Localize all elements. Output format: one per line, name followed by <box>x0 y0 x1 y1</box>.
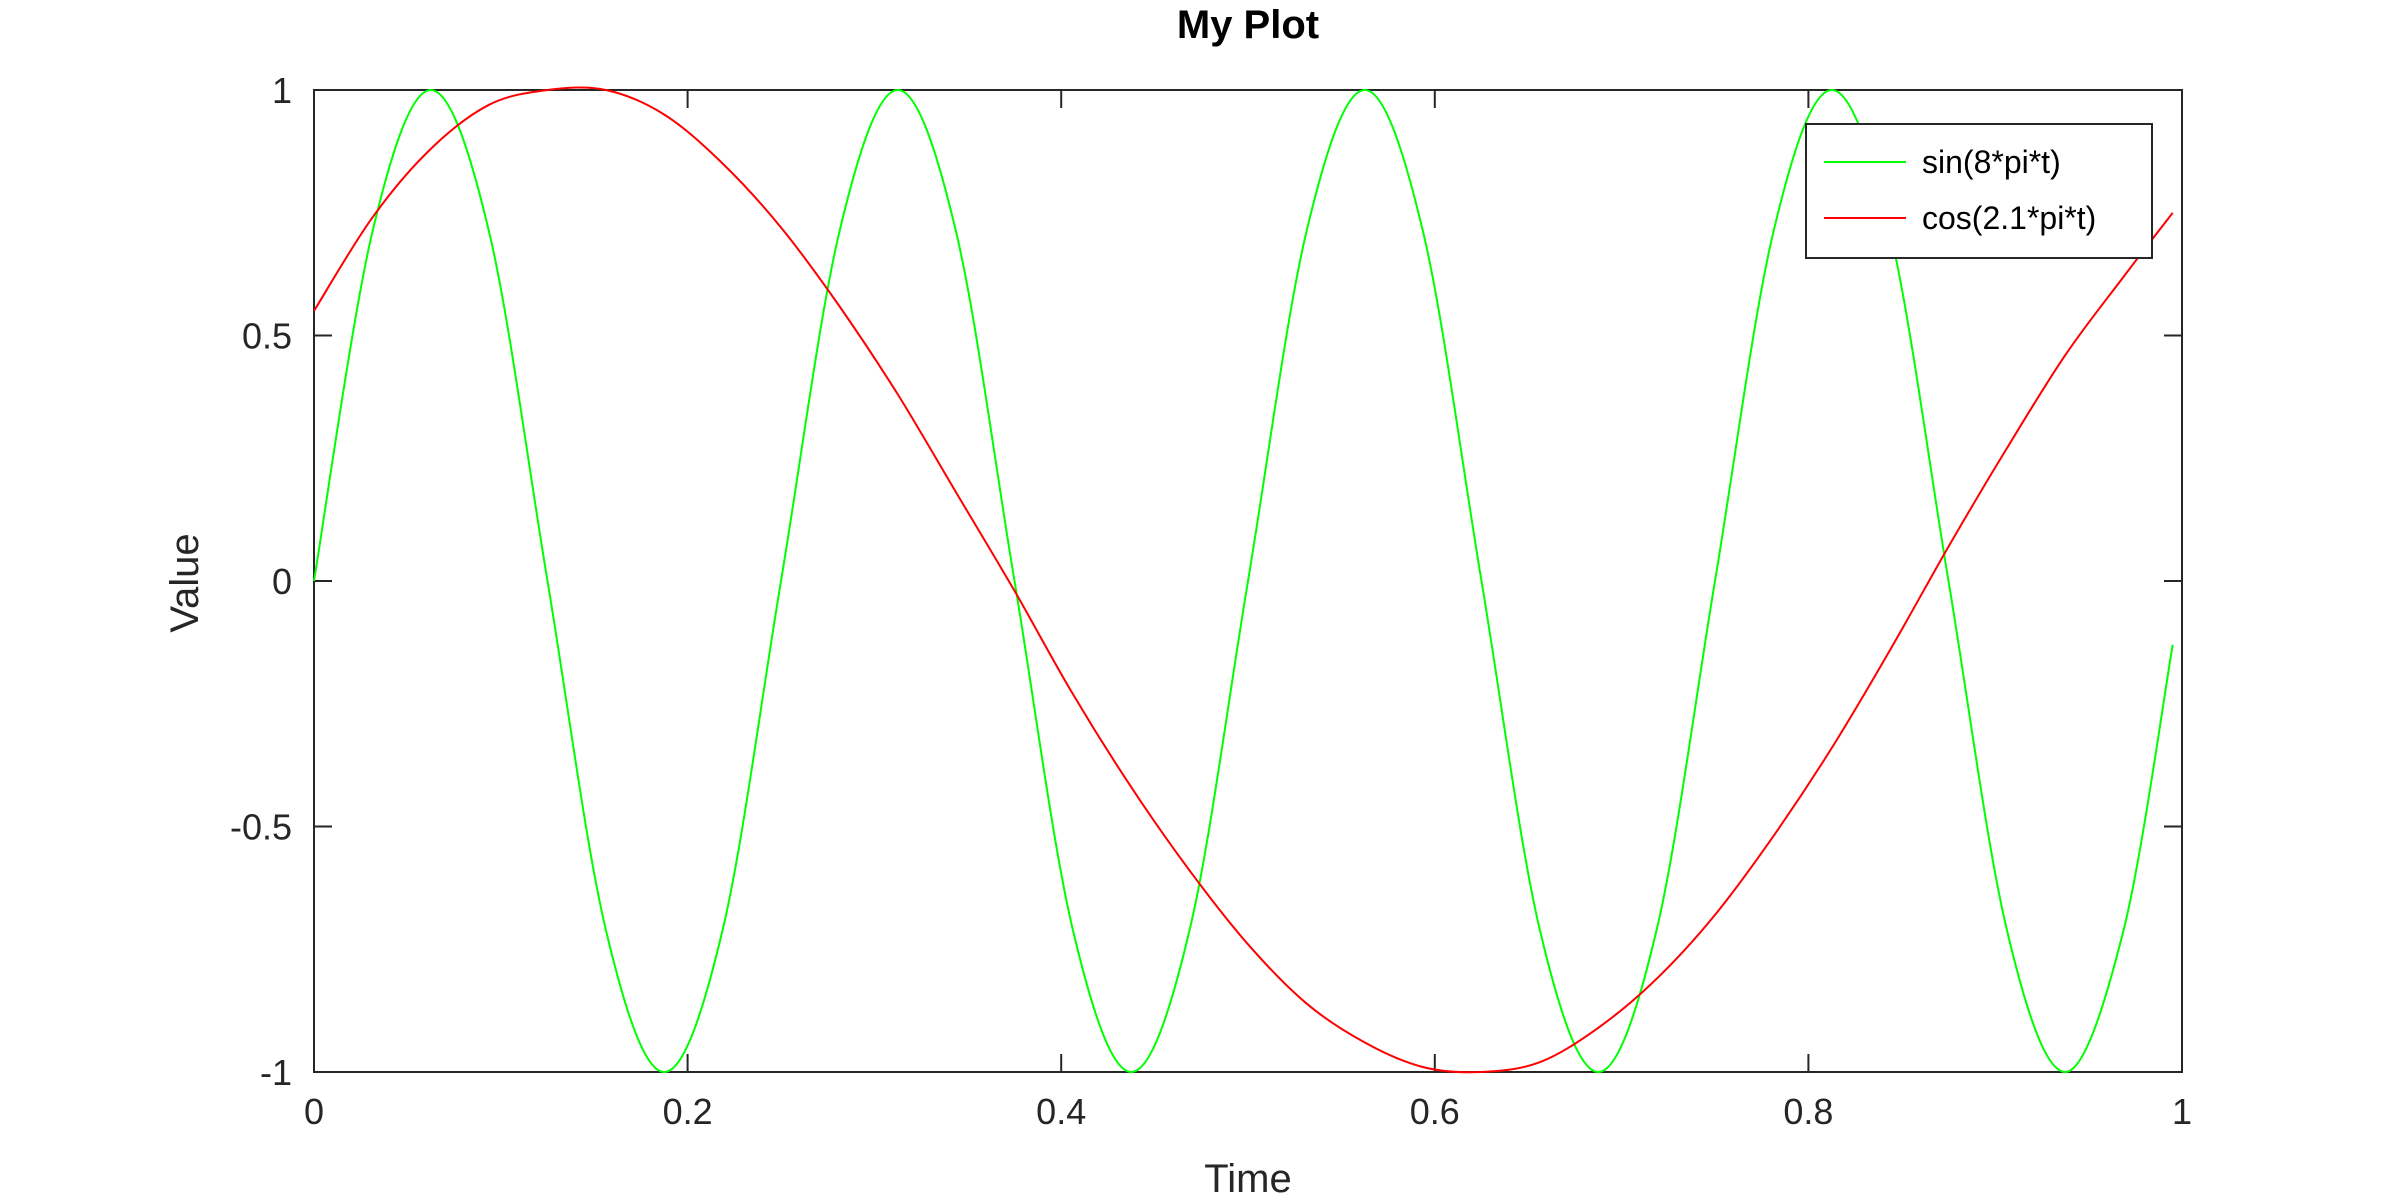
data-point <box>1831 89 1833 91</box>
x-axis-label: Time <box>1204 1157 1291 1200</box>
data-point <box>2123 929 2125 931</box>
y-tick-label: 1 <box>272 70 292 111</box>
data-point <box>1889 649 1891 651</box>
data-point <box>371 217 373 219</box>
data-point <box>605 929 607 931</box>
x-tick-label: 0.8 <box>1783 1091 1833 1132</box>
data-point <box>1597 1027 1599 1029</box>
data-point <box>2172 212 2174 214</box>
data-point <box>1305 1002 1307 1004</box>
data-point <box>1189 929 1191 931</box>
data-point <box>2123 276 2125 278</box>
chart-title: My Plot <box>1177 3 1319 47</box>
data-point <box>1189 870 1191 872</box>
data-point <box>663 114 665 116</box>
plot-area: 0 0.2 0.4 0.6 0.8 1 1 0.5 0 -0.5 -1 <box>230 70 2192 1132</box>
legend-box <box>1805 123 2153 259</box>
x-tick-label: 0.2 <box>663 1091 713 1132</box>
data-point <box>780 227 782 229</box>
data-point <box>1714 914 1716 916</box>
data-point <box>1948 580 1950 582</box>
x-tick-label: 0.6 <box>1410 1091 1460 1132</box>
x-tick-label: 0.4 <box>1036 1091 1086 1132</box>
data-point <box>1130 786 1132 788</box>
data-point <box>897 89 899 91</box>
data-point <box>722 929 724 931</box>
data-point <box>1072 929 1074 931</box>
data-point <box>1130 1071 1132 1073</box>
data-point <box>2064 354 2066 356</box>
data-point <box>955 232 957 234</box>
y-tick-label: -0.5 <box>230 807 292 848</box>
data-point <box>430 89 432 91</box>
y-tick-label: 0 <box>272 561 292 602</box>
legend-label-2: cos(2.1*pi*t) <box>1922 200 2096 236</box>
data-point <box>1714 580 1716 582</box>
data-point <box>1364 1042 1366 1044</box>
data-point <box>2172 644 2174 646</box>
data-point <box>663 1071 665 1073</box>
data-point <box>430 148 432 150</box>
y-axis-label: Value <box>163 533 207 632</box>
data-point <box>313 580 315 582</box>
data-point <box>547 89 549 91</box>
data-point <box>1539 1061 1541 1063</box>
data-point <box>1014 590 1016 592</box>
data-point <box>1831 747 1833 749</box>
data-point <box>2006 448 2008 450</box>
data-point <box>313 310 315 312</box>
data-point <box>2064 1071 2066 1073</box>
data-point <box>1072 693 1074 695</box>
data-point <box>1422 1066 1424 1068</box>
x-tick-label: 0 <box>304 1091 324 1132</box>
data-point <box>1772 836 1774 838</box>
data-point <box>1656 978 1658 980</box>
data-point <box>1772 232 1774 234</box>
data-point <box>1948 546 1950 548</box>
data-point <box>2006 929 2008 931</box>
data-point <box>1247 580 1249 582</box>
data-point <box>1481 1071 1483 1073</box>
data-point <box>488 104 490 106</box>
data-point <box>1481 580 1483 582</box>
y-tick-label: -1 <box>260 1052 292 1093</box>
data-point <box>371 232 373 234</box>
data-point <box>1014 580 1016 582</box>
data-point <box>1364 89 1366 91</box>
data-point <box>1247 944 1249 946</box>
data-point <box>897 394 899 396</box>
data-point <box>838 232 840 234</box>
data-point <box>1422 232 1424 234</box>
legend-label-1: sin(8*pi*t) <box>1922 144 2061 180</box>
data-point <box>780 580 782 582</box>
data-point <box>1305 232 1307 234</box>
data-point <box>605 89 607 91</box>
data-point <box>547 580 549 582</box>
x-tick-label: 1 <box>2172 1091 2192 1132</box>
data-point <box>1656 929 1658 931</box>
data-point <box>488 232 490 234</box>
data-point <box>1539 929 1541 931</box>
series-line-2 <box>313 86 2174 1074</box>
data-point <box>1597 1071 1599 1073</box>
data-point <box>838 305 840 307</box>
data-point <box>722 163 724 165</box>
y-tick-label: 0.5 <box>242 316 292 357</box>
data-point <box>955 492 957 494</box>
legend: sin(8*pi*t) cos(2.1*pi*t) <box>1805 123 2153 259</box>
